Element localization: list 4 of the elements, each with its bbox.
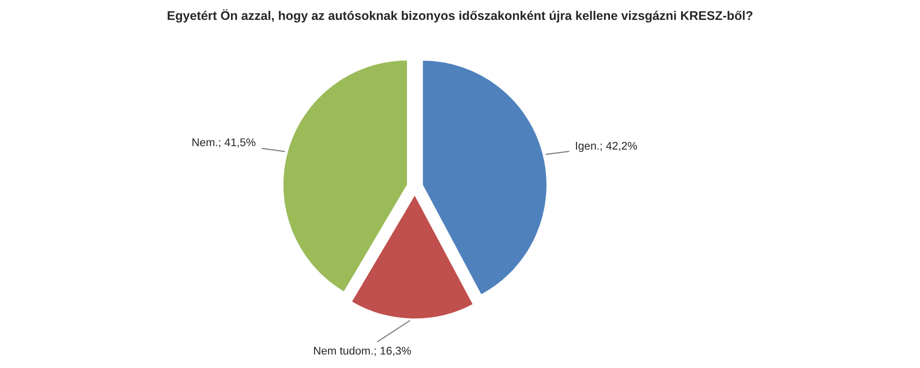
slice-label: Nem tudom.; 16,3% xyxy=(314,346,411,356)
chart-title: Egyetért Ön azzal, hogy az autósoknak bizonyos időszakonként újra kellene vizsgázni KRESZ-ből? xyxy=(168,9,752,23)
slice-label: Nem.; 41,5% xyxy=(192,138,256,148)
slice-label: Igen.; 42,2% xyxy=(576,142,637,152)
